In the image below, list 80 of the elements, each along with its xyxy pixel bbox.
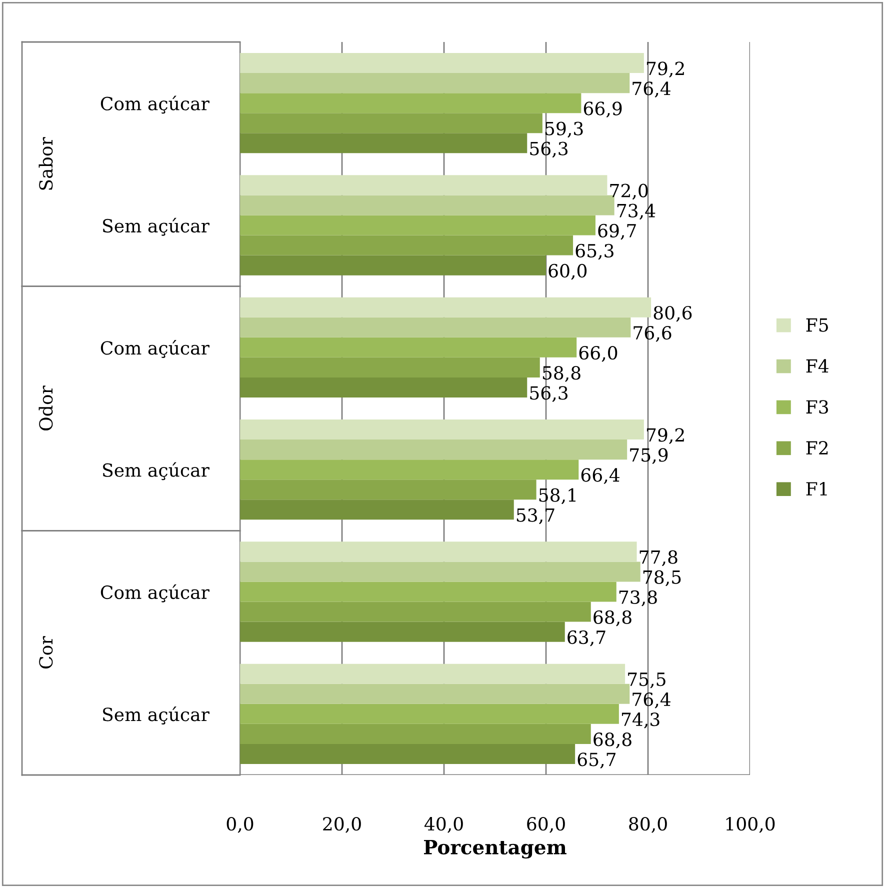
data-label: 68,8 <box>594 610 632 626</box>
bar <box>240 440 628 460</box>
bar <box>240 622 565 642</box>
y-tick-label: Sem açúcar <box>103 218 210 236</box>
bar <box>240 602 591 622</box>
bar <box>240 704 619 724</box>
bar <box>240 133 528 154</box>
x-tick-label: 40,0 <box>424 816 463 833</box>
data-label: 60,0 <box>548 264 587 280</box>
data-label: 79,2 <box>646 62 684 78</box>
data-label: 66,4 <box>581 468 620 484</box>
y-tick-label: Sem açúcar <box>103 462 210 480</box>
legend-label: F2 <box>806 441 828 454</box>
legend-label: F3 <box>806 400 828 414</box>
bar <box>240 542 637 562</box>
bar <box>240 480 536 500</box>
data-label: 58,8 <box>542 366 580 382</box>
data-label: 56,3 <box>530 386 568 402</box>
bar <box>240 724 591 744</box>
legend-label: F1 <box>806 482 827 496</box>
bar <box>240 744 576 764</box>
bar <box>240 255 546 276</box>
bar <box>240 337 577 358</box>
text: Odor <box>38 386 53 430</box>
x-tick-label: 80,0 <box>629 816 667 833</box>
data-label: 63,7 <box>568 630 606 646</box>
x-tick-label: 0,0 <box>226 816 254 833</box>
data-label: 56,3 <box>530 142 568 158</box>
bar <box>240 215 596 236</box>
data-label: 75,9 <box>630 448 668 464</box>
bar <box>240 500 514 520</box>
bar <box>240 73 630 94</box>
legend-label: F5 <box>806 318 828 332</box>
text: Sabor <box>38 137 53 190</box>
bar <box>240 419 644 440</box>
data-label: 78,5 <box>643 570 681 586</box>
bar <box>240 357 540 378</box>
y-tick-label: Sem açúcar <box>103 706 210 724</box>
bar <box>240 317 631 338</box>
data-label: 66,0 <box>579 346 618 362</box>
bar <box>240 235 574 256</box>
y-tick-label: Com açúcar <box>100 96 210 114</box>
bar <box>240 93 582 114</box>
bar <box>240 297 652 318</box>
bar <box>240 562 640 582</box>
data-label: 72,0 <box>610 184 648 200</box>
text: Cor <box>39 636 53 668</box>
data-label: 53,7 <box>516 508 554 524</box>
data-label: 73,8 <box>619 590 657 606</box>
data-label: 73,4 <box>617 204 656 220</box>
bar <box>240 684 630 704</box>
bar <box>240 460 579 480</box>
bar <box>240 664 626 684</box>
data-label: 69,7 <box>598 224 636 240</box>
x-tick-label: 60,0 <box>527 816 565 833</box>
data-label: 77,8 <box>640 550 678 566</box>
data-label: 80,6 <box>654 306 692 322</box>
legend-label: F4 <box>806 359 828 373</box>
bar <box>240 175 608 196</box>
y-tick-label: Com açúcar <box>100 584 210 602</box>
data-label: 79,2 <box>646 428 684 444</box>
bar <box>240 377 528 398</box>
bar <box>240 113 542 134</box>
x-axis-title: Porcentagem <box>424 840 566 859</box>
data-label: 74,3 <box>622 712 660 728</box>
data-label: 65,7 <box>578 752 616 768</box>
data-label: 58,1 <box>539 488 576 504</box>
data-label: 76,6 <box>634 326 672 342</box>
data-label: 75,5 <box>628 672 666 688</box>
y-tick-label: Com açúcar <box>100 340 210 358</box>
data-label: 68,8 <box>594 732 632 748</box>
data-label: 59,3 <box>545 122 583 138</box>
bar <box>240 52 644 74</box>
x-tick-label: 100,0 <box>726 816 775 833</box>
x-tick-label: 20,0 <box>323 816 361 833</box>
data-label: 65,3 <box>576 244 614 260</box>
data-label: 66,9 <box>584 102 622 118</box>
data-label: 76,4 <box>632 692 670 708</box>
data-label: 76,4 <box>632 82 670 98</box>
bar <box>240 582 616 602</box>
